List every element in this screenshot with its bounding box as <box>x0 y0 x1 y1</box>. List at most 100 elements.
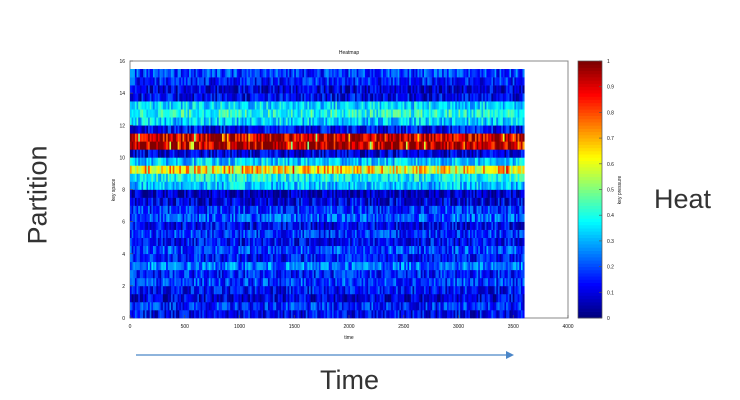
heatmap-cell <box>417 173 420 182</box>
heatmap-cell <box>235 261 238 271</box>
heatmap-cell <box>266 253 269 263</box>
heatmap-cell <box>391 173 394 182</box>
heatmap-cell <box>379 269 382 279</box>
heatmap-cell <box>361 293 364 303</box>
heatmap-cell <box>134 309 137 319</box>
heatmap-cell <box>507 245 510 255</box>
heatmap-cell <box>368 221 371 230</box>
heatmap-cell <box>187 309 190 319</box>
heatmap-cell <box>366 277 369 287</box>
heatmap-cell <box>453 269 456 279</box>
heatmap-cell <box>364 149 367 158</box>
heatmap-cell <box>233 221 236 230</box>
heatmap-cell <box>353 189 356 198</box>
heatmap-cell <box>172 149 175 158</box>
heatmap-cell <box>332 269 335 279</box>
heatmap-cell <box>328 253 331 263</box>
heatmap-cell <box>164 229 167 238</box>
heatmap-cell <box>228 189 231 198</box>
heatmap-cell <box>249 277 252 287</box>
heatmap-cell <box>399 285 402 295</box>
heatmap-cell <box>264 181 267 190</box>
heatmap-cell <box>520 157 523 166</box>
heatmap-cell <box>346 245 349 255</box>
heatmap-cell <box>358 221 361 230</box>
heatmap-cell <box>212 237 215 247</box>
heatmap-cell <box>522 293 525 303</box>
heatmap-cell <box>130 293 132 303</box>
heatmap-cell <box>484 173 487 182</box>
heatmap-cell <box>159 173 162 182</box>
heatmap-cell <box>249 173 252 182</box>
heatmap-cell <box>208 149 211 158</box>
heatmap-cell <box>443 245 446 255</box>
heatmap-cell <box>174 221 177 230</box>
heatmap-cell <box>415 309 418 319</box>
heatmap-cell <box>332 253 335 263</box>
heatmap-cell <box>317 197 320 206</box>
heatmap-cell <box>484 213 487 222</box>
heatmap-cell <box>146 157 149 166</box>
heatmap-cell <box>238 261 241 271</box>
heatmap-cell <box>410 221 413 230</box>
heatmap-cell <box>422 245 425 255</box>
heatmap-cell <box>287 181 290 190</box>
heatmap-cell <box>299 237 302 247</box>
heatmap-cell <box>230 213 233 222</box>
heatmap-cell <box>437 277 440 287</box>
heatmap-cell <box>506 245 509 255</box>
heatmap-cell <box>210 173 213 182</box>
heatmap-cell <box>451 229 454 238</box>
heatmap-cell <box>501 309 504 319</box>
heatmap-cell <box>474 189 477 198</box>
heatmap-cell <box>410 269 413 279</box>
heatmap-cell <box>282 269 285 279</box>
heatmap-cell <box>241 205 244 214</box>
heatmap-cell <box>238 197 241 206</box>
heatmap-cell <box>468 253 471 263</box>
heatmap-cell <box>244 285 247 295</box>
heatmap-cell <box>364 285 367 295</box>
heatmap-cell <box>499 309 502 319</box>
heatmap-cell <box>346 181 349 190</box>
heatmap-cell <box>212 189 215 198</box>
heatmap-cell <box>269 293 272 303</box>
heatmap-cell <box>284 245 287 255</box>
heatmap-cell <box>348 293 351 303</box>
heatmap-cell <box>517 237 520 247</box>
heatmap-cell <box>310 309 313 319</box>
heatmap-cell <box>458 245 461 255</box>
heatmap-cell <box>448 261 451 271</box>
heatmap-cell <box>327 245 330 255</box>
heatmap-cell <box>478 245 481 255</box>
heatmap-cell <box>148 237 151 247</box>
heatmap-cell <box>386 189 389 198</box>
heatmap-cell <box>492 301 495 311</box>
heatmap-cell <box>259 189 262 198</box>
heatmap-cell <box>235 173 238 182</box>
heatmap-cell <box>258 293 261 303</box>
heatmap-cell <box>157 261 160 271</box>
heatmap-cell <box>397 253 400 263</box>
heatmap-cell <box>389 165 392 174</box>
heatmap-cell <box>169 157 172 166</box>
heatmap-cell <box>336 213 339 222</box>
heatmap-cell <box>284 181 287 190</box>
heatmap-cell <box>345 213 348 222</box>
heatmap-cell <box>438 261 441 271</box>
heatmap-cell <box>136 213 139 222</box>
heatmap-cell <box>333 293 336 303</box>
heatmap-cell <box>225 189 228 198</box>
heatmap-cell <box>343 157 346 166</box>
heatmap-cell <box>261 245 264 255</box>
heatmap-cell <box>312 309 315 319</box>
heatmap-cell <box>264 205 267 214</box>
heatmap-cell <box>336 293 339 303</box>
heatmap-cell <box>151 285 154 295</box>
heatmap-cell <box>353 245 356 255</box>
heatmap-cell <box>447 277 449 287</box>
heatmap-cell <box>274 165 277 174</box>
heatmap-cell <box>195 173 198 182</box>
heatmap-cell <box>491 173 494 182</box>
heatmap-cell <box>198 205 201 214</box>
